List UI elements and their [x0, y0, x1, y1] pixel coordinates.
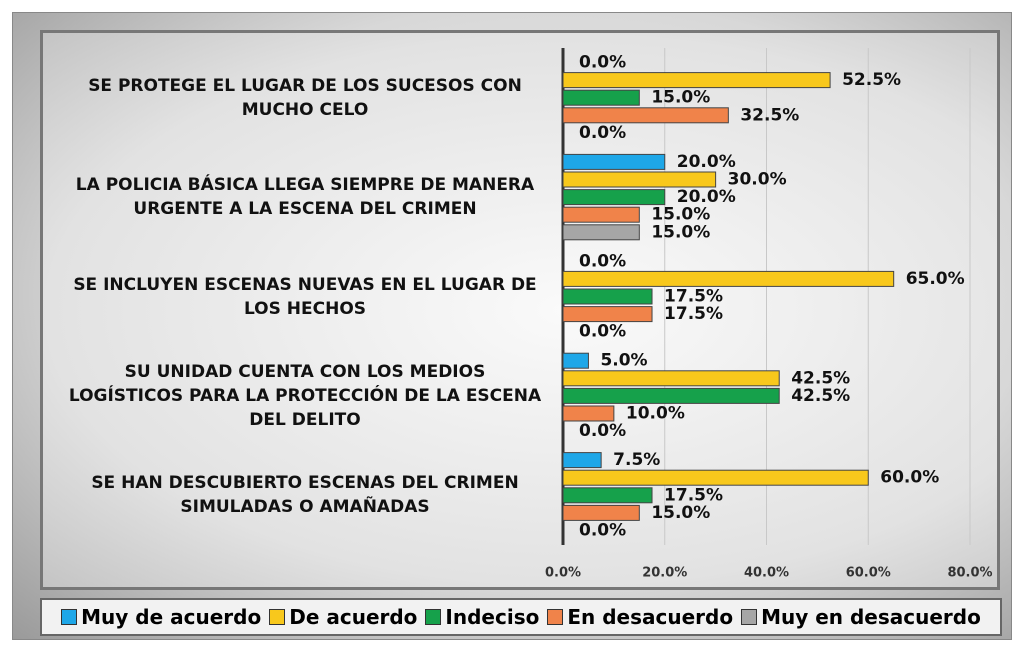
value-label: 17.5%	[664, 304, 723, 324]
value-label: 42.5%	[791, 386, 850, 406]
value-label: 0.0%	[579, 521, 626, 541]
category-label: SE INCLUYEN ESCENAS NUEVAS EN EL LUGAR D…	[73, 274, 537, 319]
value-label: 0.0%	[579, 53, 626, 73]
legend-swatch	[61, 609, 78, 625]
value-label: 0.0%	[579, 421, 626, 441]
legend-label: Muy en desacuerdo	[761, 605, 981, 629]
value-label: 15.0%	[651, 222, 710, 242]
category-label: SE HAN DESCUBIERTO ESCENAS DEL CRIMEN SI…	[91, 473, 519, 518]
bar	[562, 206, 640, 223]
bar	[562, 89, 640, 106]
value-label: 0.0%	[579, 322, 626, 342]
value-label: 0.0%	[579, 123, 626, 143]
bar	[562, 189, 666, 206]
value-label: 15.0%	[651, 503, 710, 523]
bar	[562, 370, 780, 387]
bar	[562, 487, 653, 504]
category-label: SE PROTEGE EL LUGAR DE LOS SUCESOS CON M…	[88, 75, 522, 120]
x-tick-label: 40.0%	[744, 566, 789, 581]
legend-item: En desacuerdo	[547, 605, 733, 629]
value-label: 42.5%	[791, 368, 850, 388]
legend-label: Muy de acuerdo	[81, 605, 262, 629]
legend: Muy de acuerdo De acuerdo Indeciso En desac…	[40, 598, 1002, 636]
legend-item: Muy de acuerdo	[61, 605, 261, 629]
bar	[562, 469, 869, 486]
x-tick-label: 80.0%	[947, 566, 992, 581]
bar	[562, 270, 895, 287]
legend-label: Indeciso	[445, 605, 540, 629]
bar	[562, 153, 666, 170]
bar	[562, 504, 640, 521]
legend-item: De acuerdo	[269, 605, 417, 629]
x-tick-label: 0.0%	[545, 566, 581, 581]
value-label: 7.5%	[613, 450, 660, 470]
legend-swatch	[269, 609, 286, 625]
bar	[562, 171, 717, 188]
category-label: SU UNIDAD CUENTA CON LOS MEDIOS LOGÍSTIC…	[68, 361, 542, 430]
legend-swatch	[547, 609, 564, 625]
value-label: 15.0%	[651, 88, 710, 108]
bar	[562, 107, 729, 124]
value-label: 17.5%	[664, 287, 723, 307]
x-tick-label: 60.0%	[846, 566, 891, 581]
legend-swatch	[741, 609, 758, 625]
bar	[562, 387, 780, 404]
bar	[562, 306, 653, 323]
legend-swatch	[425, 609, 442, 625]
value-label: 10.0%	[626, 404, 685, 424]
bar	[562, 224, 640, 241]
plot-frame	[40, 30, 1000, 590]
legend-item: Muy en desacuerdo	[741, 605, 981, 629]
bar	[562, 72, 831, 89]
value-label: 52.5%	[842, 70, 901, 90]
bar	[562, 288, 653, 305]
legend-label: De acuerdo	[289, 605, 418, 629]
value-label: 15.0%	[651, 205, 710, 225]
value-label: 65.0%	[906, 269, 965, 289]
x-tick-label: 20.0%	[642, 566, 687, 581]
legend-label: En desacuerdo	[567, 605, 734, 629]
value-label: 20.0%	[677, 152, 736, 172]
bar	[562, 405, 615, 422]
value-label: 0.0%	[579, 251, 626, 271]
category-label: LA POLICIA BÁSICA LLEGA SIEMPRE DE MANER…	[75, 175, 535, 220]
value-label: 32.5%	[740, 105, 799, 125]
value-label: 17.5%	[664, 485, 723, 505]
value-label: 60.0%	[880, 468, 939, 488]
legend-item: Indeciso	[425, 605, 539, 629]
value-label: 30.0%	[728, 170, 787, 190]
bar	[562, 452, 602, 469]
bar	[562, 352, 589, 369]
value-label: 20.0%	[677, 187, 736, 207]
value-label: 5.0%	[600, 351, 647, 371]
